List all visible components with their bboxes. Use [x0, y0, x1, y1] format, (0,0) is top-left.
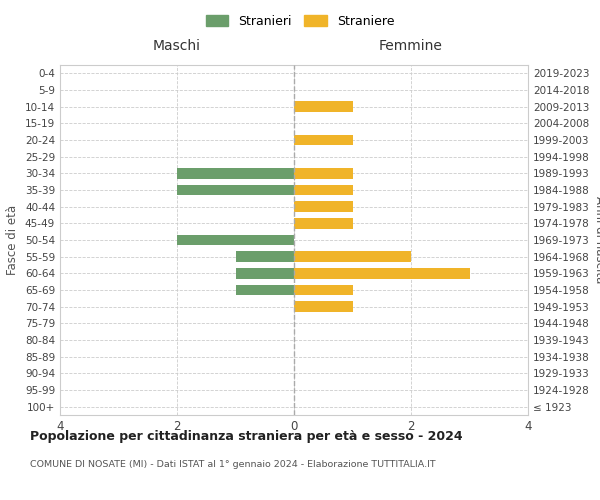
Bar: [294, 251, 411, 262]
Bar: [294, 301, 353, 312]
Bar: [235, 268, 294, 279]
Text: Maschi: Maschi: [153, 38, 201, 52]
Bar: [294, 101, 353, 112]
Text: Femmine: Femmine: [379, 38, 443, 52]
Bar: [177, 184, 294, 196]
Bar: [294, 201, 353, 212]
Bar: [177, 234, 294, 246]
Bar: [294, 268, 470, 279]
Bar: [294, 134, 353, 145]
Bar: [294, 218, 353, 229]
Legend: Stranieri, Straniere: Stranieri, Straniere: [202, 11, 398, 32]
Y-axis label: Anni di nascita: Anni di nascita: [593, 196, 600, 284]
Text: Popolazione per cittadinanza straniera per età e sesso - 2024: Popolazione per cittadinanza straniera p…: [30, 430, 463, 443]
Bar: [294, 284, 353, 296]
Bar: [294, 184, 353, 196]
Bar: [235, 284, 294, 296]
Bar: [177, 168, 294, 179]
Bar: [235, 251, 294, 262]
Text: COMUNE DI NOSATE (MI) - Dati ISTAT al 1° gennaio 2024 - Elaborazione TUTTITALIA.: COMUNE DI NOSATE (MI) - Dati ISTAT al 1°…: [30, 460, 436, 469]
Y-axis label: Fasce di età: Fasce di età: [7, 205, 19, 275]
Bar: [294, 168, 353, 179]
